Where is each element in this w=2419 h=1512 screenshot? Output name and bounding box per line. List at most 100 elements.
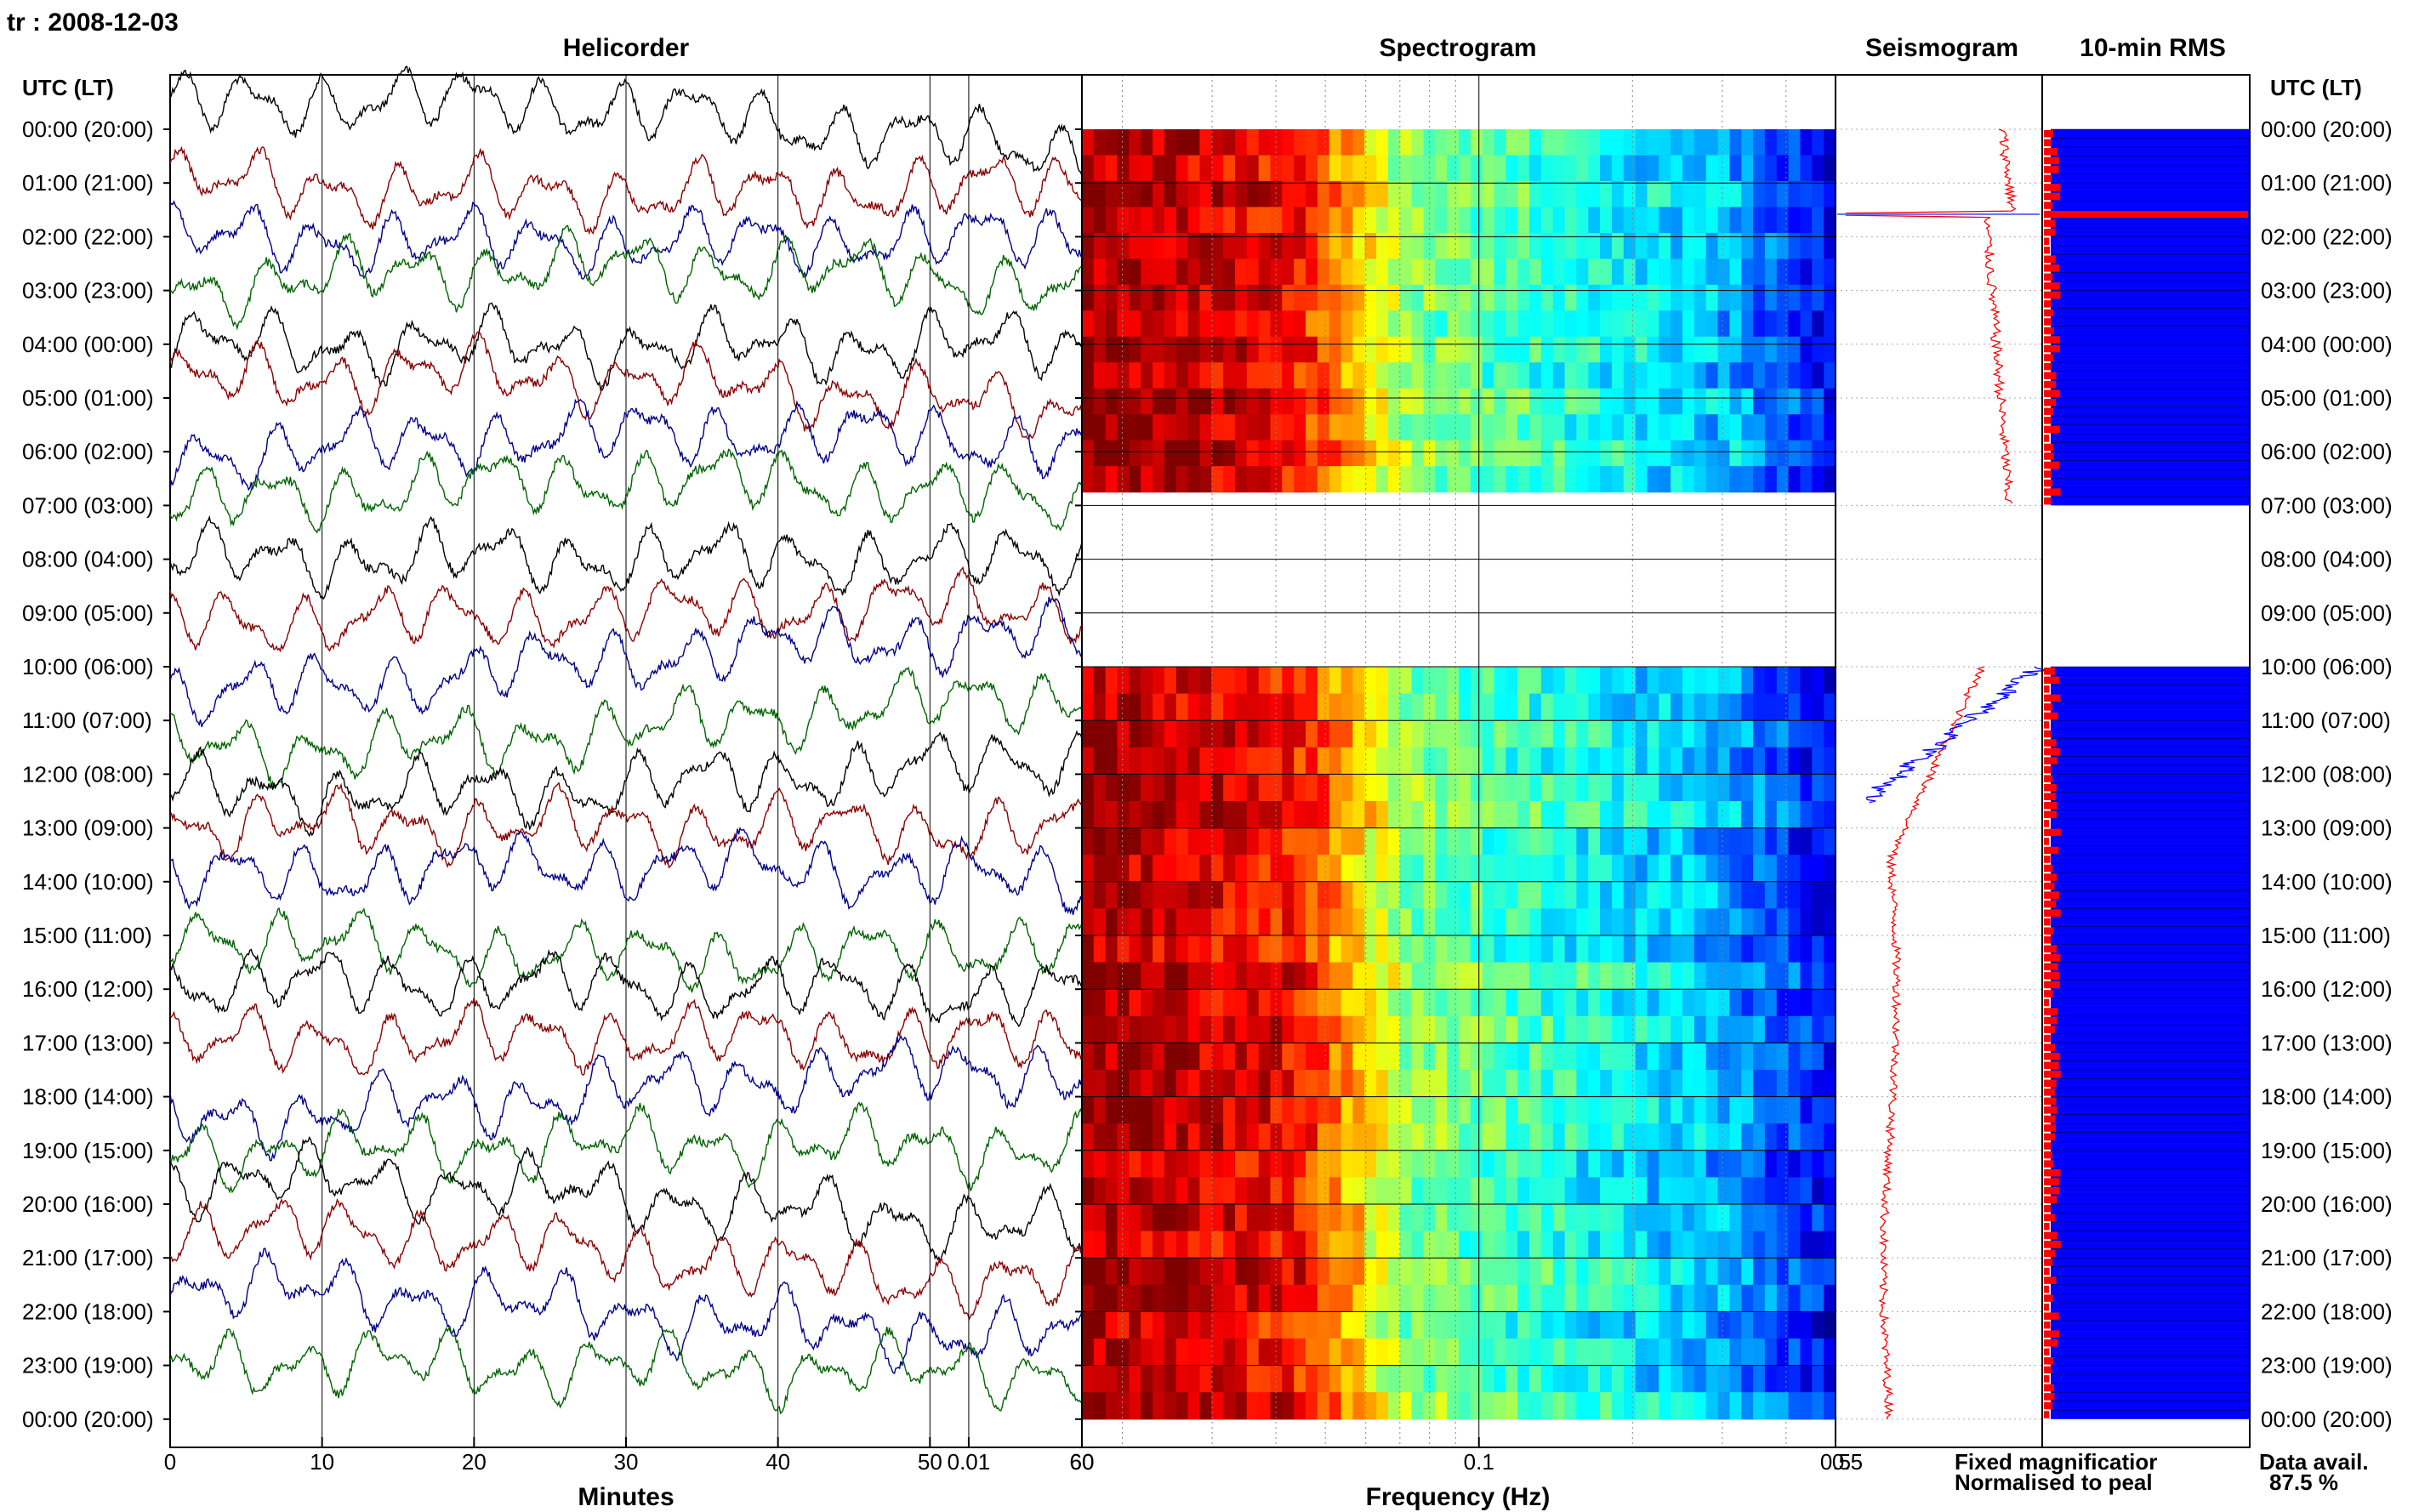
spectrogram-cell	[1270, 362, 1283, 389]
left-time-label: 16:00 (12:00)	[22, 976, 154, 1002]
spectrogram-cell	[1671, 908, 1683, 936]
spectrogram-cell	[1776, 774, 1790, 802]
spectrogram-cell	[1294, 129, 1306, 156]
rms-bar	[2044, 1249, 2056, 1258]
spectrogram-cell	[1376, 180, 1389, 207]
spectrogram-cell	[1082, 827, 1095, 855]
rms-bar	[2044, 998, 2050, 1007]
spectrogram-cell	[1093, 747, 1107, 775]
spectrogram-cell	[1788, 855, 1801, 883]
spectrogram-cell	[1623, 747, 1636, 775]
spectrogram-cell	[1470, 1204, 1483, 1232]
spectrogram-cell	[1623, 1284, 1636, 1312]
spectrogram-cell	[1459, 336, 1471, 363]
spectrogram-cell	[1552, 801, 1566, 829]
spectrogram-cell	[1187, 232, 1200, 259]
spectrogram-cell	[1164, 1070, 1177, 1098]
spectrogram-cell	[1270, 962, 1283, 990]
spectrogram-cell	[1459, 155, 1471, 182]
spectrogram-cell	[1246, 801, 1260, 829]
spectrogram-cell	[1187, 1123, 1200, 1151]
spectrogram-cell	[1588, 720, 1601, 748]
spectrogram-cell	[1588, 1070, 1601, 1098]
spectrogram-cell	[1764, 1177, 1778, 1205]
right-time-label: 22:00 (18:00)	[2261, 1299, 2393, 1324]
spectrogram-cell	[1612, 362, 1625, 389]
spectrogram-cell	[1705, 1177, 1719, 1205]
spectrogram-cell	[1729, 989, 1742, 1017]
spectrogram-cell	[1671, 989, 1683, 1017]
helicorder-title: Helicorder	[563, 34, 690, 62]
spectrogram-cell	[1729, 1231, 1742, 1259]
helicorder-traces	[169, 65, 1083, 1415]
spectrogram-cell	[1705, 259, 1719, 286]
rms-bar	[2044, 309, 2053, 317]
rms-bar	[2044, 1026, 2056, 1033]
spectrogram-cell	[1129, 1150, 1141, 1178]
spectrogram-cell	[1399, 1392, 1413, 1420]
spectrogram-cell	[1764, 1015, 1778, 1043]
spectrogram-cell	[1317, 774, 1330, 802]
spectrogram-cell	[1812, 180, 1824, 207]
spectrogram-cell	[1294, 720, 1306, 748]
spectrogram-cell	[1306, 667, 1318, 695]
spectrogram-cell	[1270, 855, 1283, 883]
spectrogram-cell	[1387, 989, 1401, 1017]
spectrogram-cell	[1623, 1150, 1636, 1178]
spectrogram-cell	[1505, 1123, 1518, 1151]
spectrogram-cell	[1117, 774, 1130, 802]
spectrogram-cell	[1258, 1284, 1272, 1312]
spectrogram-cell	[1600, 310, 1613, 338]
spectrogram-cell	[1505, 1311, 1518, 1339]
spectrogram-cell	[1235, 336, 1248, 363]
spectrogram-cell	[1105, 336, 1118, 363]
spectrogram-cell	[1470, 1258, 1483, 1286]
helicorder-trace	[169, 448, 1083, 534]
spectrogram-cell	[1376, 1015, 1389, 1043]
spectrogram-cell	[1447, 881, 1460, 909]
spectrogram-cell	[1329, 1123, 1342, 1151]
spectrogram-cell	[1729, 1177, 1742, 1205]
spectrogram-cell	[1764, 801, 1778, 829]
spectrogram-cell	[1600, 1311, 1613, 1339]
spectrogram-cell	[1717, 1284, 1730, 1312]
spectrogram-cell	[1659, 1096, 1671, 1124]
spectrogram-cell	[1564, 1096, 1577, 1124]
spectrogram-cell	[1399, 989, 1413, 1017]
spectrogram-cell	[1306, 962, 1318, 990]
spectrogram-cell	[1282, 827, 1295, 855]
spectrogram-cell	[1741, 414, 1754, 441]
spectrogram-cell	[1741, 336, 1754, 363]
rms-bar	[2044, 327, 2054, 335]
spectrogram-cell	[1246, 155, 1260, 182]
spectrogram-cell	[1612, 774, 1625, 802]
spectrogram-cell	[1459, 1015, 1471, 1043]
spectrogram-cell	[1588, 801, 1601, 829]
spectrogram-cell	[1682, 1177, 1695, 1205]
spectrogram-cell	[1093, 232, 1107, 259]
spectrogram-cell	[1376, 1150, 1389, 1178]
spectrogram-cell	[1812, 388, 1824, 415]
spectrogram-cell	[1270, 720, 1283, 748]
spectrogram-cell	[1211, 774, 1224, 802]
spectrogram-cell	[1717, 774, 1730, 802]
spectrogram-cell	[1482, 388, 1495, 415]
spectrogram-cell	[1093, 259, 1107, 286]
spectrogram-cell	[1352, 1204, 1365, 1232]
spectrogram-cell	[1459, 667, 1471, 695]
spectrogram-cell	[1623, 1258, 1636, 1286]
spectrogram-cell	[1517, 693, 1530, 721]
spectrogram-cell	[1211, 388, 1224, 415]
spectrogram-cell	[1529, 155, 1542, 182]
spectrogram-cell	[1588, 1339, 1601, 1367]
spectrogram-cell	[1164, 1015, 1177, 1043]
spectrogram-cell	[1600, 1339, 1613, 1367]
spectrogram-cell	[1800, 1204, 1813, 1232]
spectrogram-cell	[1623, 180, 1636, 207]
spectrogram-cell	[1294, 774, 1306, 802]
spectrogram-cell	[1800, 667, 1813, 695]
spectrogram-cell	[1435, 1177, 1448, 1205]
spectrogram-cell	[1529, 259, 1542, 286]
spectrogram-cell	[1564, 1258, 1577, 1286]
spectrogram-cell	[1093, 336, 1107, 363]
